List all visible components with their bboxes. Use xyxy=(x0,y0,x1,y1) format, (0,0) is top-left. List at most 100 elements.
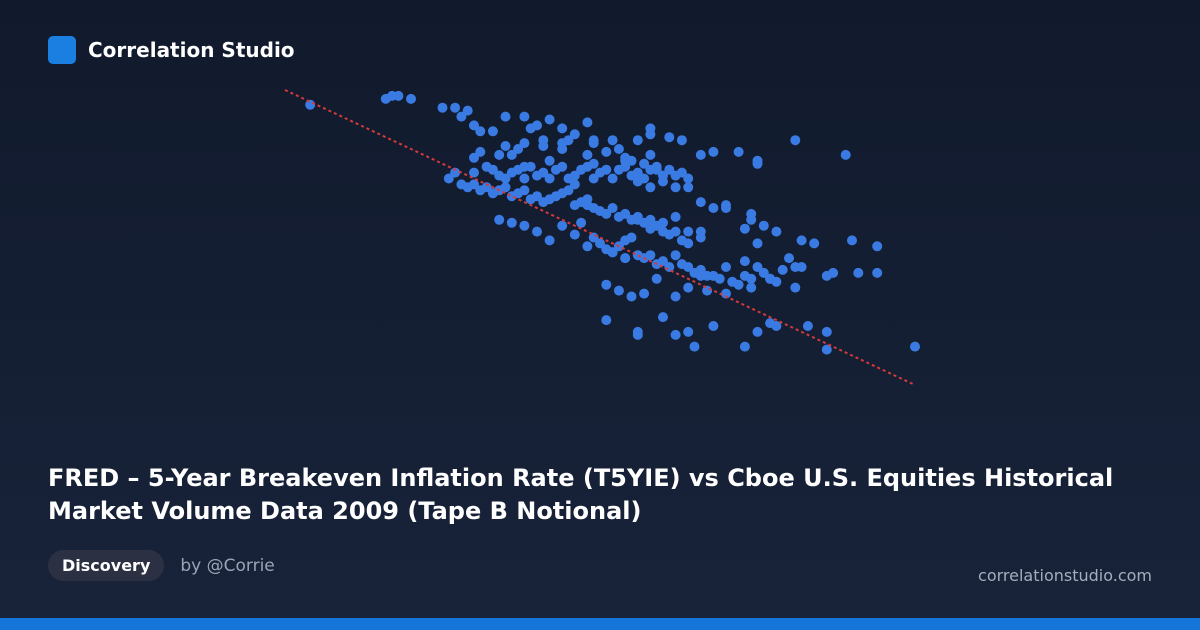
scatter-point xyxy=(708,146,719,157)
scatter-point xyxy=(443,173,454,184)
scatter-point xyxy=(721,262,731,272)
scatter-point xyxy=(582,117,593,128)
scatter-point xyxy=(809,238,820,249)
scatter-point xyxy=(620,161,631,172)
scatter-point xyxy=(588,158,599,169)
scatter-point xyxy=(469,152,479,163)
scatter-point xyxy=(601,279,612,290)
scatter-point xyxy=(406,93,416,104)
scatter-point xyxy=(765,273,776,284)
scatter-point xyxy=(582,194,593,205)
scatter-point xyxy=(607,247,618,258)
scatter-point xyxy=(658,217,668,228)
scatter-point xyxy=(393,90,404,101)
scatter-point xyxy=(695,232,706,243)
scatter-point xyxy=(632,214,643,225)
scatter-point xyxy=(620,253,631,264)
scatter-point xyxy=(645,223,656,234)
scatter-point xyxy=(683,238,694,249)
scatter-point xyxy=(626,232,637,243)
scatter-point xyxy=(658,312,668,323)
scatter-point xyxy=(475,126,486,137)
brand: Correlation Studio xyxy=(48,36,295,64)
scatter-point xyxy=(664,132,675,143)
scatter-point xyxy=(676,135,687,146)
scatter-point xyxy=(752,238,763,249)
scatter-point xyxy=(544,155,555,166)
scatter-point xyxy=(758,220,769,231)
scatter-point xyxy=(752,158,763,169)
scatter-point xyxy=(645,129,656,140)
scatter-point xyxy=(469,120,479,131)
scatter-point xyxy=(847,235,857,246)
scatter-point xyxy=(519,138,530,149)
scatter-point xyxy=(557,144,568,154)
scatter-point xyxy=(494,149,505,160)
scatter-point xyxy=(569,229,580,240)
scatter-point xyxy=(721,288,731,299)
scatter-point xyxy=(532,191,542,202)
bottom-accent-bar xyxy=(0,618,1200,630)
scatter-point xyxy=(544,114,555,125)
scatter-point xyxy=(821,326,832,337)
scatter-point xyxy=(639,158,650,169)
scatter-point xyxy=(569,129,580,140)
scatter-point xyxy=(544,173,555,184)
scatter-point xyxy=(607,135,618,146)
scatter-point xyxy=(456,111,467,122)
scatter-point xyxy=(487,164,498,175)
category-badge[interactable]: Discovery xyxy=(48,550,165,581)
scatter-point xyxy=(658,256,668,267)
scatter-point xyxy=(569,179,580,190)
scatter-point xyxy=(500,182,511,193)
scatter-point xyxy=(601,315,612,326)
scatter-point xyxy=(632,135,643,146)
scatter-point xyxy=(519,220,530,231)
scatter-point xyxy=(538,167,549,178)
author-label: by @Corrie xyxy=(180,555,275,576)
scatter-point xyxy=(739,341,750,352)
scatter-point xyxy=(519,173,530,184)
scatter-point xyxy=(500,173,511,184)
scatter-point xyxy=(708,203,719,213)
scatter-point xyxy=(582,149,593,160)
scatter-point xyxy=(569,200,580,211)
scatter-point xyxy=(752,262,763,272)
scatter-point xyxy=(481,182,492,193)
scatter-point xyxy=(557,161,568,172)
scatter-point xyxy=(487,126,498,137)
scatter-point xyxy=(670,250,681,261)
scatter-point xyxy=(595,238,605,249)
scatter-point xyxy=(607,203,618,213)
trend-line xyxy=(284,89,916,386)
scatter-point xyxy=(494,214,505,225)
scatter-point xyxy=(683,326,694,337)
page-title: FRED – 5-Year Breakeven Inflation Rate (… xyxy=(48,464,1114,525)
scatter-point xyxy=(519,111,530,122)
scatter-point xyxy=(733,279,744,290)
scatter-point xyxy=(828,267,839,278)
scatter-point xyxy=(557,123,568,134)
scatter-point xyxy=(500,111,511,122)
scatter-point xyxy=(620,152,631,163)
scatter-point xyxy=(563,185,574,196)
scatter-point xyxy=(506,217,517,228)
scatter-point xyxy=(670,211,681,222)
scatter-point xyxy=(658,176,668,187)
scatter-point xyxy=(802,321,813,331)
scatter-point xyxy=(645,149,656,160)
scatter-point xyxy=(651,273,662,284)
scatter-point xyxy=(733,146,744,157)
scatter-point xyxy=(450,167,461,178)
scatter-point xyxy=(620,208,631,219)
scatter-point xyxy=(840,149,851,160)
scatter-point xyxy=(777,264,788,275)
scatter-point xyxy=(557,220,568,231)
scatter-point xyxy=(645,250,656,261)
scatter-point xyxy=(588,138,599,149)
scatter-point xyxy=(538,141,549,151)
scatter-point xyxy=(645,182,656,193)
scatter-point xyxy=(500,141,511,151)
scatter-point xyxy=(752,326,763,337)
scatter-point xyxy=(305,99,316,110)
